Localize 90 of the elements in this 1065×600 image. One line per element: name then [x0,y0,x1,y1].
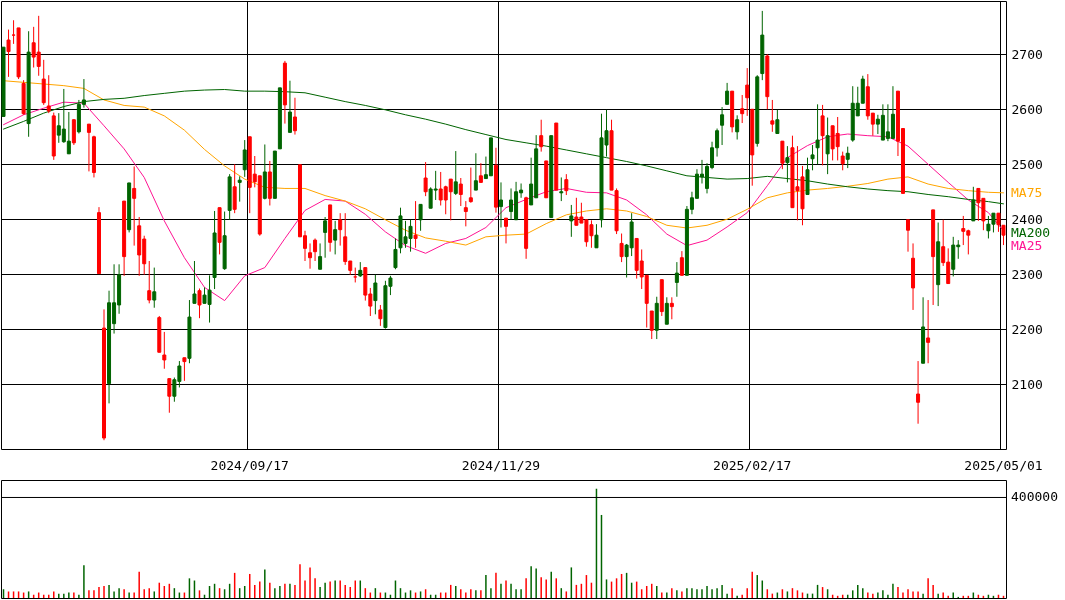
candlestick [448,178,453,221]
candlestick [906,219,911,253]
candlestick [745,67,750,117]
candlestick [323,216,328,259]
candlestick [775,109,780,134]
candlestick [725,82,730,105]
series-label: MA200 [1011,224,1051,240]
series-label: MA25 [1011,237,1043,253]
candlestick [649,310,654,340]
candlestick [815,103,820,165]
candlestick [423,161,428,197]
candlestick [162,331,167,370]
y-tick-label: 2600 [1011,101,1043,117]
candlestick [679,250,684,276]
candlestick [740,94,745,124]
candlestick [473,152,478,191]
series-label: MA75 [1011,184,1043,200]
candlestick [664,296,669,325]
candlestick [720,106,725,146]
candlestick [46,74,51,114]
candlestick [418,203,423,232]
candlestick [393,237,398,270]
candlestick [86,123,91,172]
candlestick [569,204,574,238]
y-tick-label: 2200 [1011,321,1043,337]
candlestick [292,97,297,136]
candlestick [735,114,740,141]
candlestick [313,237,318,262]
candlestick [539,119,544,153]
candlestick [770,99,775,133]
x-tick-label: 2024/09/17 [210,457,289,473]
candlestick [308,242,313,270]
y-tick-label: 2100 [1011,376,1043,392]
candlestick [333,220,338,255]
candlestick [478,162,483,183]
candlestick [453,150,458,196]
candlestick [71,118,76,146]
candlestick [6,29,11,78]
candlestick [458,177,463,207]
candlestick [41,59,46,106]
candlestick [318,242,323,270]
candlestick [780,140,785,170]
candlestick [1001,224,1006,246]
candlestick [594,223,599,249]
candlestick [820,104,825,166]
candlestick [810,144,815,171]
candlestick [840,151,845,171]
candlestick [338,212,343,247]
candlestick [961,215,966,246]
candlestick [619,233,624,263]
candlestick [413,200,418,249]
y-tick-label: 2300 [1011,266,1043,282]
y-tick-label: 2500 [1011,156,1043,172]
y-tick-label: 2400 [1011,211,1043,227]
candlestick [996,212,1001,233]
candlestick [845,146,850,169]
x-tick-label: 2025/02/17 [713,457,792,473]
candlestick [669,296,674,320]
x-tick-label: 2025/05/01 [964,457,1043,473]
y-tick-label: 2700 [1011,46,1043,62]
candlestick [152,267,157,309]
candlestick [192,260,197,304]
candlestick [167,378,172,414]
candlestick [132,165,137,247]
candlestick [825,117,830,175]
candlestick [468,167,473,204]
candlestick [378,304,383,327]
candlestick [373,274,378,315]
candlestick [926,299,931,364]
candlestick [182,357,187,382]
candlestick [237,175,242,203]
x-tick-label: 2024/11/29 [461,457,541,473]
text: 400000 [1011,489,1058,505]
candlestick [916,360,921,425]
candlestick [463,200,468,227]
candlestick [498,181,503,228]
candlestick [674,261,679,298]
candlestick [147,260,152,304]
candlestick [559,176,564,202]
candlestick [232,163,237,214]
candlestick [509,187,514,221]
candlestick [504,217,509,244]
line-series [3,101,1004,302]
line-series [3,80,1004,246]
candlestick [564,173,569,196]
candlestick [242,139,247,178]
candlestick [785,145,790,183]
candlestick [66,111,71,155]
candlestick [197,287,202,319]
candlestick [36,15,41,77]
